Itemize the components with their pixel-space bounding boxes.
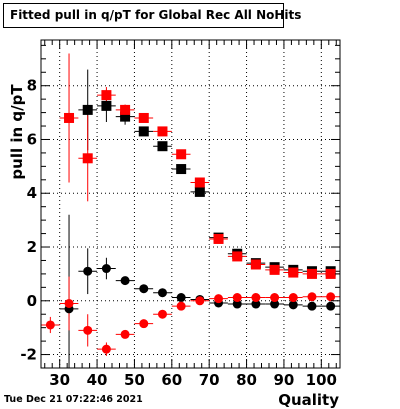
x-tick-label: 50 [124, 371, 145, 389]
circle-marker [176, 293, 186, 303]
square-marker [101, 100, 112, 111]
circle-marker [270, 299, 280, 309]
square-marker [120, 111, 131, 122]
circle-marker [139, 284, 149, 294]
square-marker [101, 90, 112, 101]
timestamp: Tue Dec 21 07:22:46 2021 [4, 394, 143, 405]
circle-marker [176, 301, 186, 311]
square-marker [306, 268, 317, 279]
circle-marker [101, 264, 111, 274]
square-marker [64, 112, 75, 123]
square-marker [194, 177, 205, 188]
square-marker [82, 153, 93, 164]
x-tick-label: 90 [274, 371, 295, 389]
error-bars-layer [41, 53, 340, 368]
chart-title: Fitted pull in q/pT for Global Rec All N… [3, 3, 301, 28]
circle-marker [64, 298, 74, 308]
circle-marker [326, 301, 336, 311]
y-tick-label: 0 [27, 292, 37, 310]
y-tick-label: 4 [27, 184, 37, 202]
circle-marker [45, 320, 55, 330]
x-tick-label: 30 [49, 371, 70, 389]
circle-marker [232, 299, 242, 309]
circle-marker [326, 292, 336, 302]
circle-marker [139, 319, 149, 329]
circle-marker [214, 294, 224, 304]
circle-marker [120, 276, 130, 286]
circle-marker [307, 292, 317, 302]
square-marker [232, 251, 243, 262]
x-tick-label: 60 [161, 371, 182, 389]
circle-marker [251, 293, 261, 303]
x-tick-label: 40 [87, 371, 108, 389]
circle-marker [288, 293, 298, 303]
x-axis-title: Quality [278, 391, 339, 409]
circle-marker [288, 300, 298, 310]
plot-frame [40, 39, 341, 369]
circle-marker [157, 309, 167, 319]
square-marker [82, 104, 93, 115]
circle-marker [251, 299, 261, 309]
y-tick-label: -2 [20, 346, 37, 364]
square-marker [176, 149, 187, 160]
markers-layer [45, 90, 336, 354]
square-marker [288, 267, 299, 278]
square-marker [194, 186, 205, 197]
circle-marker [157, 288, 167, 298]
square-marker [213, 233, 224, 244]
square-marker [157, 126, 168, 137]
axis-layer: 30 40 50 60 70 80 90 100 -2 0 2 4 6 8 [20, 40, 340, 389]
x-tick-label: 100 [306, 371, 337, 389]
x-tick-label: 70 [199, 371, 220, 389]
circle-marker [307, 301, 317, 311]
square-marker [138, 112, 149, 123]
square-marker [176, 164, 187, 175]
grid-layer [41, 40, 340, 368]
y-tick-label: 6 [27, 130, 37, 148]
square-marker [250, 259, 261, 270]
square-marker [157, 141, 168, 152]
square-marker [138, 126, 149, 137]
square-marker [120, 104, 131, 115]
square-marker [269, 264, 280, 275]
y-tick-label: 2 [27, 238, 37, 256]
circle-marker [270, 293, 280, 303]
circle-marker [195, 296, 205, 306]
square-marker [325, 268, 336, 279]
y-tick-label: 8 [27, 77, 37, 95]
circle-marker [232, 293, 242, 303]
x-tick-label: 80 [236, 371, 257, 389]
circle-marker [101, 344, 111, 354]
circle-marker [120, 329, 130, 339]
circle-marker [83, 325, 93, 335]
circle-marker [83, 266, 93, 276]
y-axis-title: pull in q/pT [8, 84, 26, 180]
